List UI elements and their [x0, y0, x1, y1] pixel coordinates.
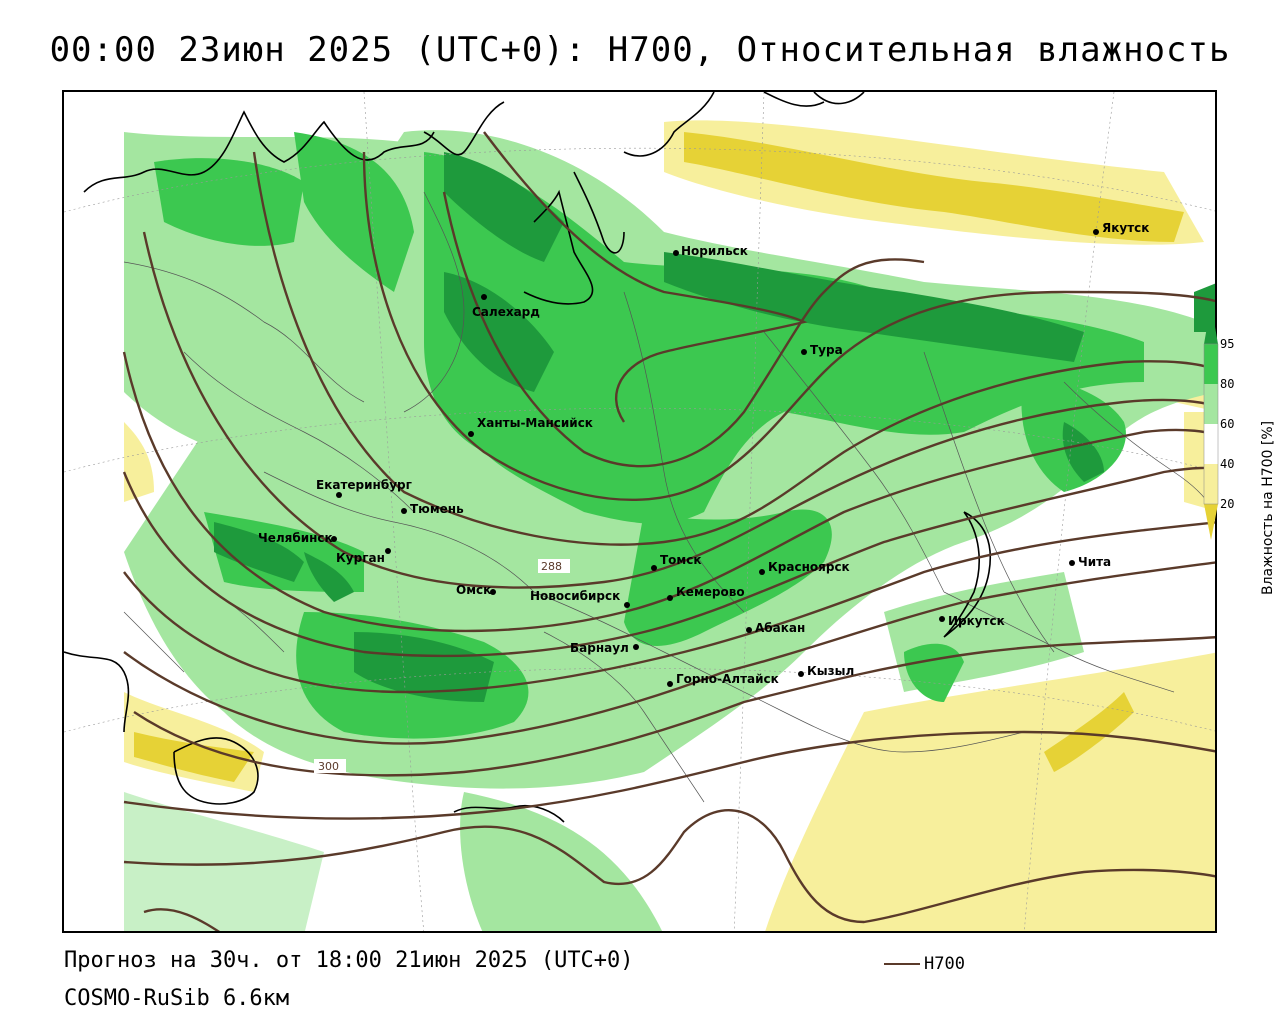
svg-text:Салехард: Салехард: [472, 305, 540, 319]
map-title: 00:00 23июн 2025 (UTC+0): H700, Относите…: [49, 30, 1231, 70]
svg-text:Кызыл: Кызыл: [807, 664, 854, 678]
city-marker[interactable]: Салехард: [472, 294, 540, 319]
svg-text:Якутск: Якутск: [1102, 221, 1149, 235]
contour-label-288: 288: [541, 560, 562, 573]
forecast-info: Прогноз на 30ч. от 18:00 21июн 2025 (UTC…: [64, 948, 634, 973]
colorbar-band-80-95: [1204, 344, 1218, 384]
svg-text:Челябинск: Челябинск: [258, 531, 333, 545]
svg-text:Чита: Чита: [1078, 555, 1111, 569]
svg-text:Тюмень: Тюмень: [410, 502, 464, 516]
h700-contours: [122, 131, 1215, 931]
svg-text:Норильск: Норильск: [681, 244, 748, 258]
map-area[interactable]: 288 300 Якутск Норильск Салехард Тура Ха…: [62, 90, 1217, 933]
colorbar-band-40-60: [1204, 424, 1218, 464]
svg-text:Красноярск: Красноярск: [768, 560, 850, 574]
city-markers: Якутск Норильск Салехард Тура Ханты-Манс…: [258, 221, 1149, 687]
city-marker[interactable]: Кызыл: [798, 664, 854, 678]
svg-text:Горно-Алтайск: Горно-Алтайск: [676, 672, 779, 686]
colorbar-label: Влажность на H700 [%]: [1260, 420, 1276, 595]
city-marker[interactable]: Горно-Алтайск: [667, 672, 779, 687]
svg-text:Тура: Тура: [810, 343, 843, 357]
svg-text:Томск: Томск: [660, 553, 702, 567]
svg-text:Ханты-Мансийск: Ханты-Мансийск: [477, 416, 593, 430]
svg-text:Барнаул: Барнаул: [570, 641, 629, 655]
h700-legend: H700: [884, 954, 965, 974]
colorbar-top-arrow: [1204, 304, 1218, 344]
city-marker[interactable]: Томск: [651, 553, 702, 571]
model-name: COSMO-RuSib 6.6км: [64, 986, 290, 1011]
colorbar-band-60-80: [1204, 384, 1218, 424]
city-marker[interactable]: Кемерово: [667, 585, 745, 601]
colorbar-tick: 95: [1220, 337, 1234, 351]
city-marker[interactable]: Якутск: [1093, 221, 1149, 235]
contour-labels: 288 300: [314, 559, 570, 773]
humidity-map: 288 300 Якутск Норильск Салехард Тура Ха…: [64, 92, 1215, 931]
city-marker[interactable]: Барнаул: [570, 641, 639, 655]
svg-text:Кемерово: Кемерово: [676, 585, 745, 599]
city-marker[interactable]: Омск: [456, 583, 496, 597]
h700-legend-swatch: [884, 963, 920, 965]
svg-text:Абакан: Абакан: [755, 621, 805, 635]
colorbar-tick: 20: [1220, 497, 1234, 511]
svg-text:Новосибирск: Новосибирск: [530, 589, 620, 603]
city-marker[interactable]: Курган: [336, 548, 391, 565]
region-borders: [123, 191, 1215, 803]
city-marker[interactable]: Красноярск: [759, 560, 850, 575]
colorbar-tick: 60: [1220, 417, 1234, 431]
colorbar-tick: 40: [1220, 457, 1234, 471]
colorbar-band-20-40: [1204, 464, 1218, 504]
colorbar-tick: 80: [1220, 377, 1234, 391]
city-marker[interactable]: Норильск: [673, 244, 748, 258]
contour-label-300: 300: [318, 760, 339, 773]
colorbar-bottom-arrow: [1204, 504, 1218, 540]
h700-legend-label: H700: [924, 954, 965, 974]
city-marker[interactable]: Абакан: [746, 621, 805, 635]
city-marker[interactable]: Новосибирск: [530, 589, 630, 608]
city-marker[interactable]: Чита: [1069, 555, 1111, 569]
coastlines: [64, 92, 991, 823]
city-marker[interactable]: Челябинск: [258, 531, 337, 545]
svg-text:Омск: Омск: [456, 583, 491, 597]
svg-text:Екатеринбург: Екатеринбург: [316, 478, 412, 492]
city-marker[interactable]: Екатеринбург: [316, 478, 412, 498]
city-marker[interactable]: Тюмень: [401, 502, 464, 516]
city-marker[interactable]: Иркутск: [939, 614, 1005, 628]
svg-text:Иркутск: Иркутск: [948, 614, 1005, 628]
city-marker[interactable]: Тура: [801, 343, 843, 357]
svg-text:Курган: Курган: [336, 551, 385, 565]
humidity-colorbar: 95 80 60 40 20: [1198, 300, 1278, 560]
city-marker[interactable]: Ханты-Мансийск: [468, 416, 593, 437]
moist-areas-dark: [214, 152, 1215, 702]
graticule: [64, 92, 1215, 931]
